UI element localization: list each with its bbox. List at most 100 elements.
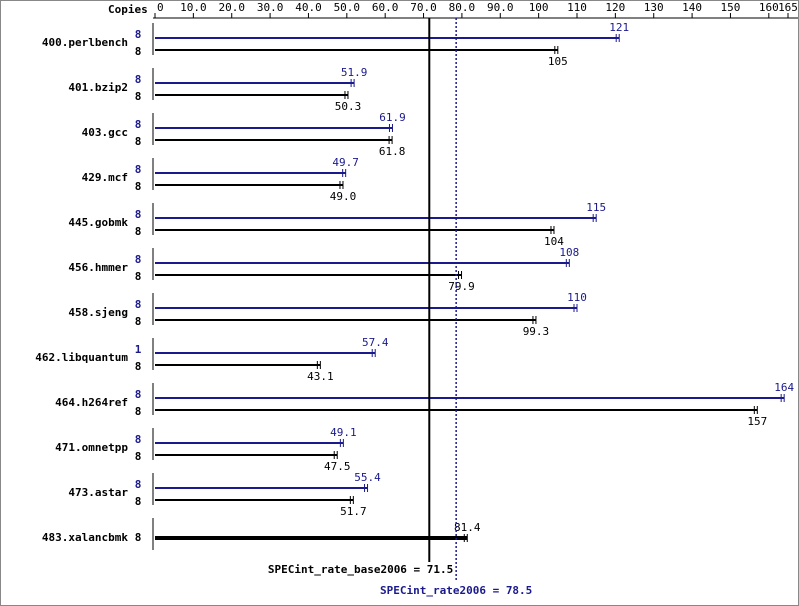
value-label: 55.4 — [354, 471, 381, 484]
benchmark-label: 458.sjeng — [68, 306, 128, 319]
bar-end-cap — [339, 181, 344, 189]
copies: 8 — [135, 388, 142, 401]
copies: 8 — [135, 270, 142, 283]
benchmark-label: 471.omnetpp — [55, 441, 128, 454]
bar-end-cap — [592, 214, 597, 222]
value-label: 110 — [567, 291, 587, 304]
copies: 8 — [135, 253, 142, 266]
copies: 8 — [135, 298, 142, 311]
x-tick-label: 130 — [644, 1, 664, 14]
copies: 8 — [135, 405, 142, 418]
reference-label: SPECint_rate2006 = 78.5 — [380, 584, 532, 597]
benchmark-label: 401.bzip2 — [68, 81, 128, 94]
benchmark-label: 400.perlbench — [42, 36, 128, 49]
bar-end-cap — [388, 136, 393, 144]
value-label: 51.7 — [340, 505, 367, 518]
copies: 8 — [135, 118, 142, 131]
x-tick-label: 140 — [682, 1, 702, 14]
benchmark-label: 462.libquantum — [35, 351, 128, 364]
copies: 8 — [135, 531, 142, 544]
copies: 8 — [135, 45, 142, 58]
bar-end-cap — [342, 169, 347, 177]
bar-end-cap — [550, 226, 555, 234]
bar-end-cap — [753, 406, 758, 414]
x-tick-label: 150 — [721, 1, 741, 14]
bar-end-cap — [463, 534, 468, 542]
value-label: 164 — [774, 381, 794, 394]
x-tick-label: 110 — [567, 1, 587, 14]
copies-header: Copies — [108, 3, 148, 16]
bar-end-cap — [364, 484, 369, 492]
x-tick-label: 90.0 — [487, 1, 514, 14]
copies: 8 — [135, 135, 142, 148]
bar-end-cap — [615, 34, 620, 42]
bar-end-cap — [780, 394, 785, 402]
x-tick-label: 120 — [605, 1, 625, 14]
benchmark-label: 403.gcc — [82, 126, 128, 139]
copies: 8 — [135, 208, 142, 221]
bar-end-cap — [565, 259, 570, 267]
copies: 8 — [135, 495, 142, 508]
copies: 8 — [135, 28, 142, 41]
value-label: 99.3 — [523, 325, 550, 338]
copies: 8 — [135, 180, 142, 193]
value-label: 57.4 — [362, 336, 389, 349]
value-label: 49.1 — [330, 426, 357, 439]
copies: 8 — [135, 163, 142, 176]
value-label: 49.7 — [332, 156, 359, 169]
value-label: 121 — [609, 21, 629, 34]
bar-end-cap — [339, 439, 344, 447]
x-tick-label: 80.0 — [449, 1, 476, 14]
value-label: 104 — [544, 235, 564, 248]
x-tick-label: 40.0 — [295, 1, 322, 14]
value-label: 43.1 — [307, 370, 334, 383]
bar-end-cap — [316, 361, 321, 369]
x-tick-label: 10.0 — [180, 1, 207, 14]
benchmark-label: 429.mcf — [82, 171, 128, 184]
copies: 8 — [135, 225, 142, 238]
bar-end-cap — [388, 124, 393, 132]
value-label: 49.0 — [330, 190, 357, 203]
x-tick-label: 30.0 — [257, 1, 284, 14]
value-label: 105 — [548, 55, 568, 68]
benchmark-label: 445.gobmk — [68, 216, 128, 229]
bar-end-cap — [532, 316, 537, 324]
copies: 8 — [135, 90, 142, 103]
value-label: 79.9 — [448, 280, 475, 293]
copies: 8 — [135, 73, 142, 86]
value-label: 50.3 — [335, 100, 362, 113]
benchmark-label: 473.astar — [68, 486, 128, 499]
x-tick-label: 20.0 — [218, 1, 245, 14]
x-tick-label: 0 — [157, 1, 164, 14]
value-label: 51.9 — [341, 66, 368, 79]
copies: 8 — [135, 360, 142, 373]
x-tick-label: 100 — [529, 1, 549, 14]
bar-end-cap — [554, 46, 559, 54]
value-label: 115 — [586, 201, 606, 214]
x-tick-label: 165 — [778, 1, 798, 14]
bar-end-cap — [458, 271, 463, 279]
x-tick-label: 70.0 — [410, 1, 437, 14]
copies: 8 — [135, 433, 142, 446]
value-label: 47.5 — [324, 460, 351, 473]
x-tick-label: 50.0 — [334, 1, 361, 14]
bar-end-cap — [350, 79, 355, 87]
copies: 8 — [135, 478, 142, 491]
x-tick-label: 60.0 — [372, 1, 399, 14]
value-label: 157 — [747, 415, 767, 428]
value-label: 61.8 — [379, 145, 406, 158]
benchmark-label: 483.xalancbmk — [42, 531, 128, 544]
value-label: 81.4 — [454, 521, 481, 534]
bar-end-cap — [371, 349, 376, 357]
value-label: 61.9 — [379, 111, 406, 124]
bar-end-cap — [333, 451, 338, 459]
bar-end-cap — [349, 496, 354, 504]
copies: 8 — [135, 315, 142, 328]
copies: 1 — [135, 343, 142, 356]
copies: 8 — [135, 450, 142, 463]
benchmark-label: 464.h264ref — [55, 396, 128, 409]
benchmark-label: 456.hmmer — [68, 261, 128, 274]
